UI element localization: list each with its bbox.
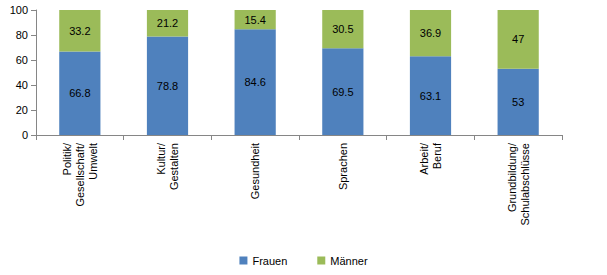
svg-text:21.2: 21.2 xyxy=(157,17,178,29)
svg-text:30.5: 30.5 xyxy=(332,23,353,35)
svg-text:47: 47 xyxy=(512,33,524,45)
svg-text:80: 80 xyxy=(16,29,28,41)
svg-text:Beruf: Beruf xyxy=(431,142,443,169)
svg-text:Gesundheit: Gesundheit xyxy=(249,143,261,199)
svg-text:Kultur/: Kultur/ xyxy=(155,142,167,175)
svg-text:78.8: 78.8 xyxy=(157,80,178,92)
svg-text:36.9: 36.9 xyxy=(420,27,441,39)
svg-text:0: 0 xyxy=(22,129,28,141)
svg-text:Sprachen: Sprachen xyxy=(337,143,349,190)
svg-text:20: 20 xyxy=(16,104,28,116)
svg-text:100: 100 xyxy=(10,4,28,16)
svg-text:Gestalten: Gestalten xyxy=(168,143,180,190)
svg-text:60: 60 xyxy=(16,54,28,66)
svg-text:53: 53 xyxy=(512,96,524,108)
svg-text:66.8: 66.8 xyxy=(69,87,90,99)
svg-text:Arbeit/: Arbeit/ xyxy=(418,142,430,175)
svg-text:Schulabschlüsse: Schulabschlüsse xyxy=(519,143,531,226)
svg-text:Frauen: Frauen xyxy=(252,255,287,267)
svg-text:Grundbildung/: Grundbildung/ xyxy=(506,142,518,212)
svg-text:69.5: 69.5 xyxy=(332,86,353,98)
svg-text:Männer: Männer xyxy=(330,255,368,267)
svg-text:84.6: 84.6 xyxy=(244,76,265,88)
svg-text:15.4: 15.4 xyxy=(244,14,265,26)
svg-text:63.1: 63.1 xyxy=(420,90,441,102)
svg-text:40: 40 xyxy=(16,79,28,91)
svg-text:Politik/: Politik/ xyxy=(61,142,73,175)
svg-text:Gesellschaft/: Gesellschaft/ xyxy=(74,142,86,207)
svg-text:Umwelt: Umwelt xyxy=(87,143,99,180)
svg-text:33.2: 33.2 xyxy=(69,25,90,37)
